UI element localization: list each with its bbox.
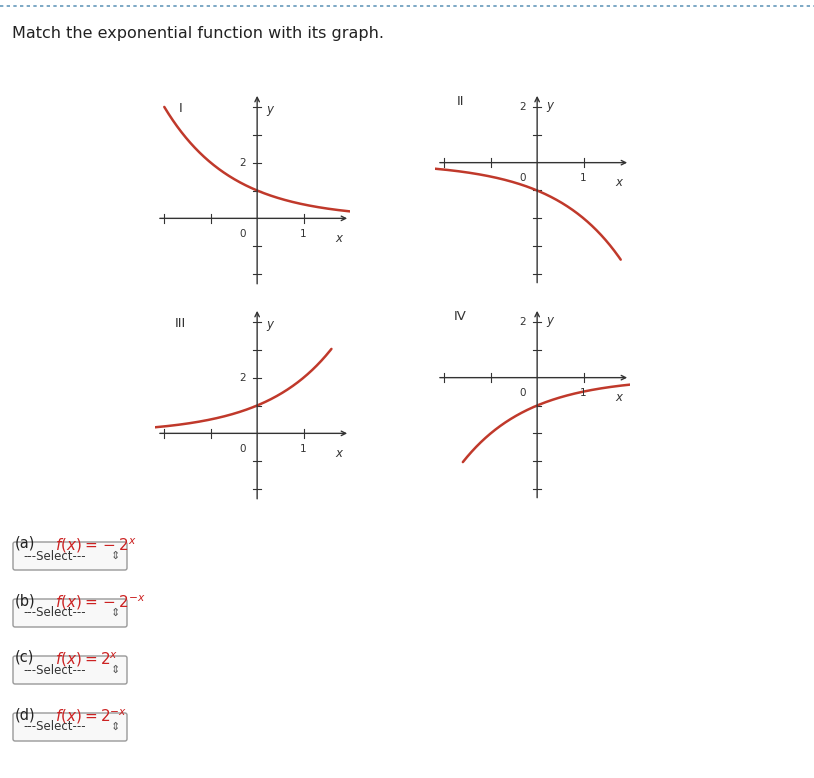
Text: ⇕: ⇕ [111,608,120,618]
Text: Match the exponential function with its graph.: Match the exponential function with its … [12,26,384,41]
Text: $f(x) = 2^{-x}$: $f(x) = 2^{-x}$ [55,707,127,726]
Text: y: y [266,318,273,331]
Text: IV: IV [454,310,467,323]
Text: $f(x) = -2^{-x}$: $f(x) = -2^{-x}$ [55,593,146,612]
FancyBboxPatch shape [13,599,127,627]
Text: 1: 1 [580,388,587,398]
Text: III: III [175,317,186,330]
Text: x: x [615,177,623,189]
Text: (c): (c) [15,650,34,665]
Text: 1: 1 [580,173,587,184]
Text: $f(x) = -2^x$: $f(x) = -2^x$ [55,536,137,555]
FancyBboxPatch shape [13,656,127,684]
Text: ---Select---: ---Select--- [23,720,85,734]
Text: 2: 2 [239,158,246,167]
Text: ⇕: ⇕ [111,551,120,561]
Text: ⇕: ⇕ [111,665,120,675]
Text: 1: 1 [300,229,307,239]
Text: (d): (d) [15,707,36,722]
Text: 0: 0 [519,388,526,398]
Text: (a): (a) [15,536,35,551]
Text: x: x [335,232,343,245]
Text: ---Select---: ---Select--- [23,549,85,562]
Text: ---Select---: ---Select--- [23,607,85,619]
FancyBboxPatch shape [13,713,127,741]
Text: I: I [178,102,182,114]
Text: 1: 1 [300,444,307,454]
Text: (b): (b) [15,593,36,608]
Text: x: x [335,447,343,460]
Text: y: y [546,99,553,111]
Text: 2: 2 [519,317,526,327]
Text: y: y [266,103,273,116]
Text: ⇕: ⇕ [111,722,120,732]
Text: 0: 0 [519,173,526,184]
Text: 0: 0 [239,229,246,239]
Text: 2: 2 [519,102,526,112]
Text: ---Select---: ---Select--- [23,664,85,677]
Text: 2: 2 [239,373,246,383]
FancyBboxPatch shape [13,542,127,570]
Text: $f(x) = 2^x$: $f(x) = 2^x$ [55,650,118,668]
Text: II: II [457,95,464,108]
Text: x: x [615,391,623,405]
Text: y: y [546,314,553,327]
Text: 0: 0 [239,444,246,454]
